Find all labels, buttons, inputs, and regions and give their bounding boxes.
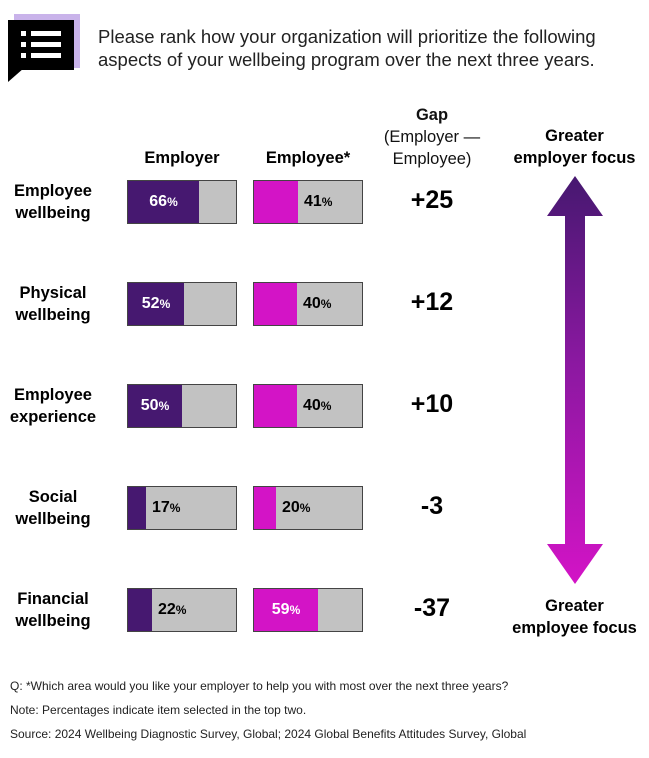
employee-column-header: Employee* (265, 149, 351, 167)
row-label-line1: Employee (14, 386, 92, 404)
employer-bar-fill (128, 385, 182, 427)
arrow-bottom-label-line2: employee focus (512, 619, 637, 637)
employee-data-label: 40% (303, 283, 331, 325)
arrow-top-label: Greater employer focus (500, 125, 649, 169)
data-label-unit: % (158, 399, 170, 413)
gap-value: +25 (410, 186, 454, 214)
data-label-unit: % (320, 297, 332, 311)
employer-column-header: Employer (144, 149, 220, 167)
row-label: Social wellbeing (0, 486, 106, 530)
footnote-question: Q: *Which area would you like your emplo… (10, 679, 509, 693)
row-label-line2: wellbeing (15, 510, 91, 528)
employee-bar: 41% (253, 180, 363, 224)
employer-data-label: 50% (128, 385, 182, 427)
data-label-unit: % (167, 195, 178, 209)
data-label-value: 52 (141, 295, 160, 312)
arrow-top-label-line1: Greater (545, 127, 604, 145)
employer-bar: 50% (127, 384, 237, 428)
row-label-line1: Employee (14, 182, 92, 200)
row-label: Employee wellbeing (0, 180, 106, 224)
employee-data-label: 41% (304, 181, 332, 223)
row-label: Financial wellbeing (0, 588, 106, 632)
employer-data-label: 66% (128, 181, 199, 223)
row-label-line2: experience (9, 408, 97, 426)
footnote-note: Note: Percentages indicate item selected… (10, 703, 307, 717)
employer-bar: 66% (127, 180, 237, 224)
arrow-bottom-label: Greater employee focus (500, 595, 649, 639)
data-label-value: 20 (282, 499, 300, 516)
employee-data-label: 59% (254, 589, 318, 631)
row-label-line2: wellbeing (15, 204, 91, 222)
employer-bar: 52% (127, 282, 237, 326)
employee-bar: 40% (253, 282, 363, 326)
employer-bar: 17% (127, 486, 237, 530)
row-label-line1: Physical (19, 284, 87, 302)
employer-data-label: 52% (128, 283, 184, 325)
data-label-value: 22 (158, 601, 176, 618)
employee-data-label: 40% (303, 385, 331, 427)
data-label-value: 50 (140, 397, 159, 414)
focus-arrow (547, 176, 603, 584)
employer-bar-fill (128, 283, 184, 325)
data-label-unit: % (320, 399, 332, 413)
data-label-value: 40 (303, 397, 321, 414)
employee-bar-fill (254, 487, 276, 529)
data-label-unit: % (169, 501, 181, 515)
row-label-line2: wellbeing (15, 306, 91, 324)
gap-value: +12 (410, 288, 454, 316)
employee-bar-fill (254, 181, 298, 223)
data-label-unit: % (159, 297, 171, 311)
data-label-unit: % (299, 501, 311, 515)
employer-bar-fill (128, 589, 152, 631)
employee-bar: 59% (253, 588, 363, 632)
gap-subtitle: (Employer — Employee) (383, 128, 481, 168)
employer-bar-fill (128, 181, 199, 223)
employer-data-label: 22% (158, 589, 186, 631)
employer-data-label: 17% (152, 487, 180, 529)
row-label-line1: Financial (17, 590, 89, 608)
data-label-value: 40 (303, 295, 321, 312)
data-label-value: 59 (271, 601, 290, 618)
employee-bar-fill (254, 283, 297, 325)
data-label-value: 66 (149, 193, 168, 210)
data-label-value: 41 (304, 193, 322, 210)
employee-data-label: 20% (282, 487, 310, 529)
footnote-source: Source: 2024 Wellbeing Diagnostic Survey… (10, 727, 527, 741)
employee-bar-fill (254, 385, 297, 427)
data-label-unit: % (175, 603, 187, 617)
data-label-unit: % (289, 603, 301, 617)
chart-title: Please rank how your organization will p… (98, 26, 596, 70)
employee-bar: 20% (253, 486, 363, 530)
row-label-line1: Social (28, 488, 78, 506)
gap-value: -3 (420, 492, 444, 520)
row-label: Employee experience (0, 384, 106, 428)
employee-bar: 40% (253, 384, 363, 428)
gap-title: Gap (415, 106, 449, 124)
row-label-line2: wellbeing (15, 612, 91, 630)
row-label: Physical wellbeing (0, 282, 106, 326)
employer-bar-fill (128, 487, 146, 529)
arrow-bottom-label-line1: Greater (545, 597, 604, 615)
employer-bar: 22% (127, 588, 237, 632)
gap-value: +10 (410, 390, 454, 418)
employee-bar-fill (254, 589, 318, 631)
gap-column-header: Gap (Employer — Employee) (368, 104, 496, 170)
data-label-unit: % (321, 195, 333, 209)
arrow-top-label-line2: employer focus (513, 149, 636, 167)
gap-value: -37 (413, 594, 451, 622)
survey-list-icon (8, 14, 80, 82)
data-label-value: 17 (152, 499, 170, 516)
